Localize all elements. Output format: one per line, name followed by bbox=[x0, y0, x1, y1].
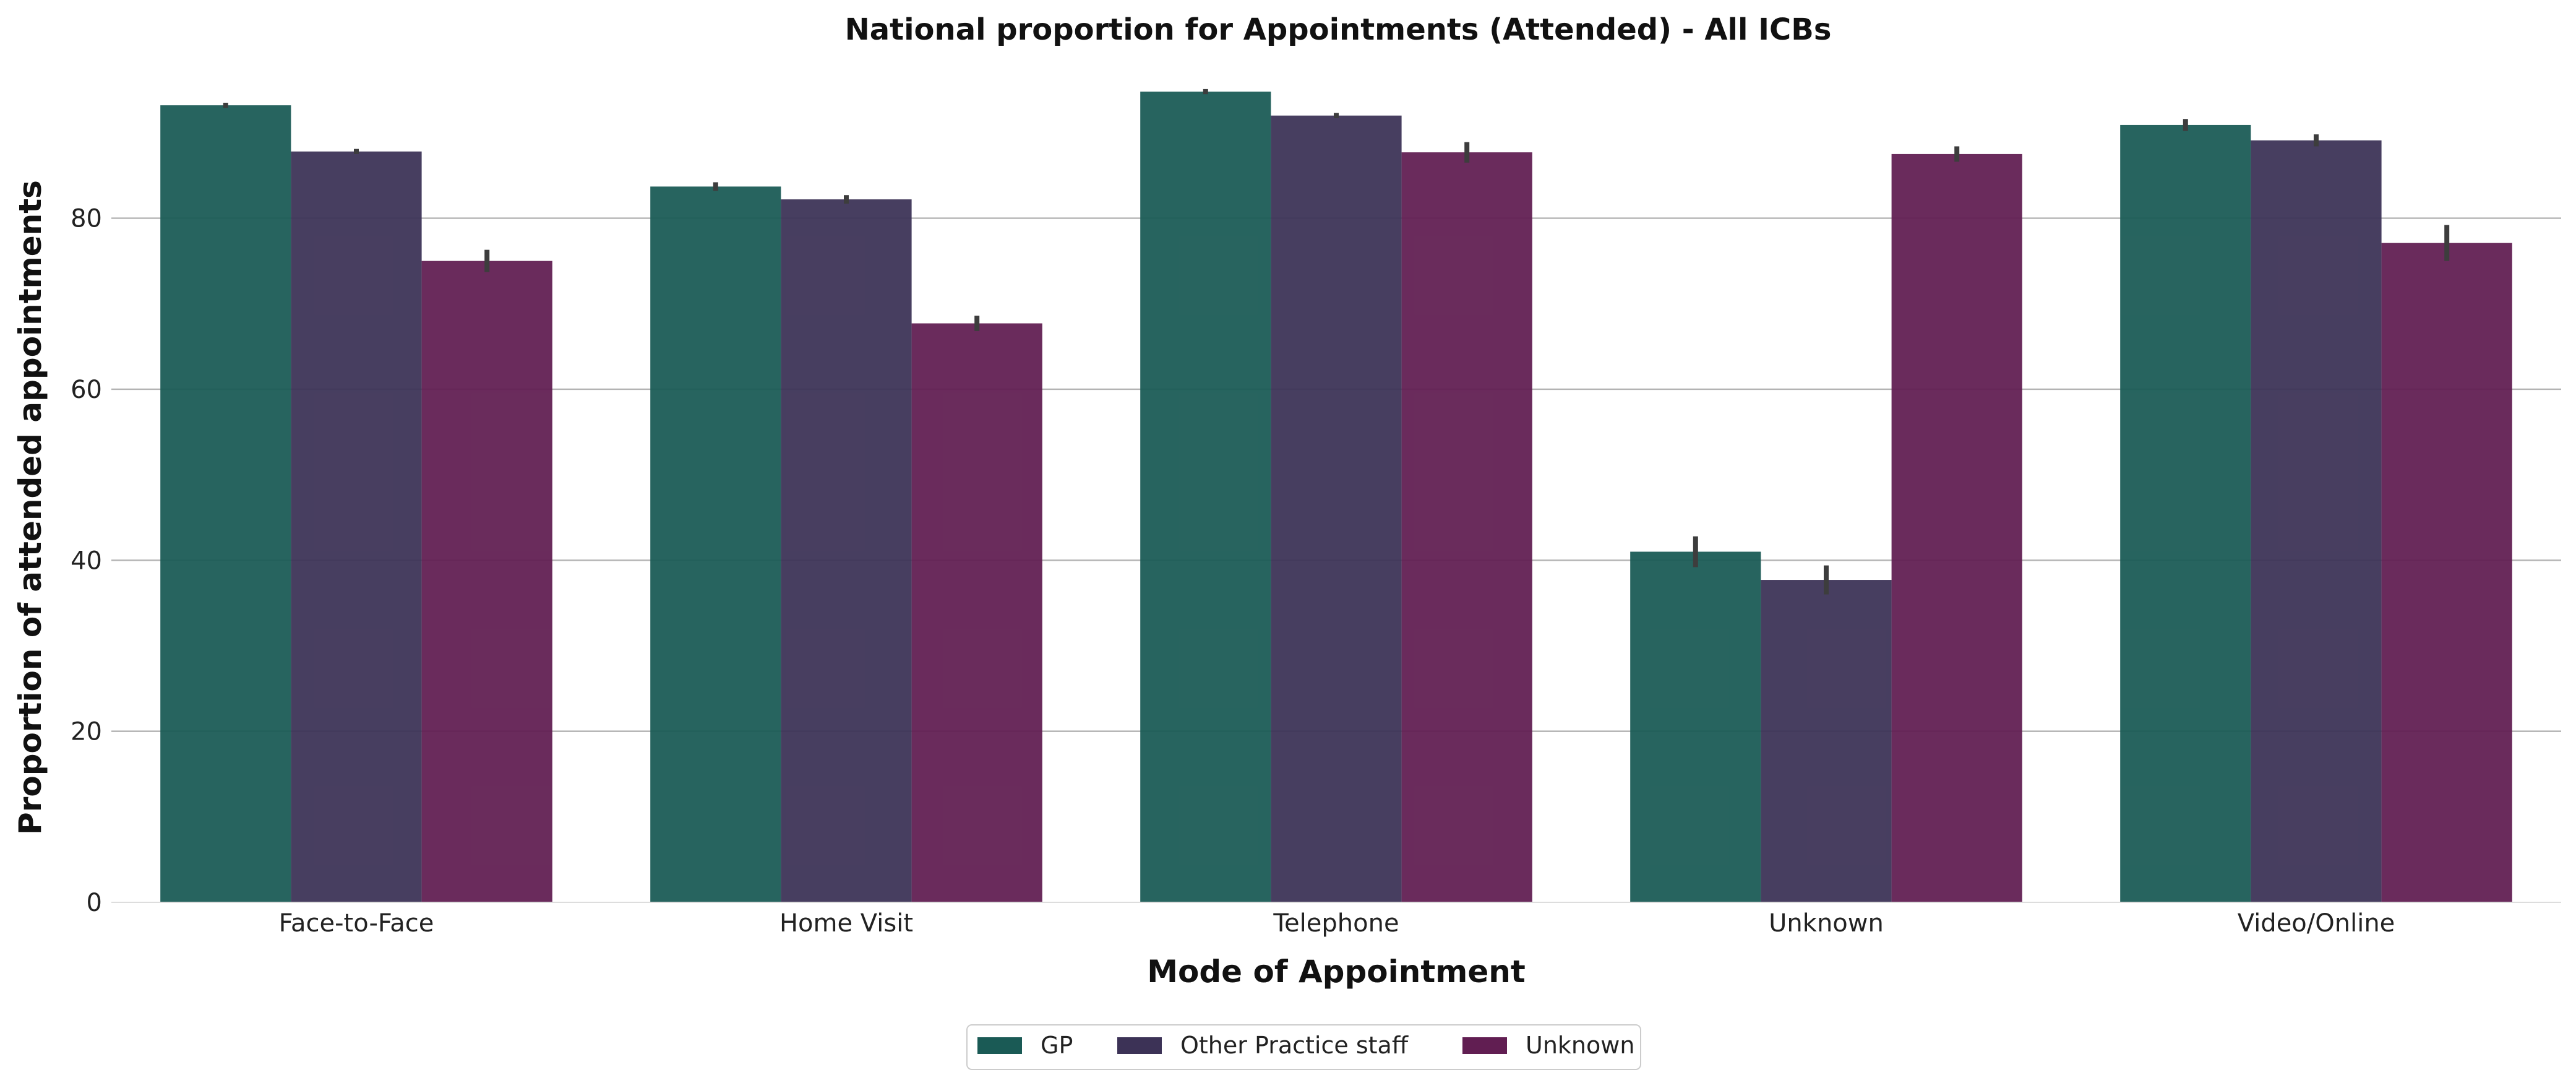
legend-frame bbox=[966, 1024, 1641, 1070]
bar bbox=[1140, 92, 1271, 902]
legend-swatch bbox=[1462, 1037, 1507, 1054]
legend-label: Unknown bbox=[1526, 1032, 1634, 1059]
bar bbox=[160, 105, 291, 902]
bar bbox=[2381, 243, 2512, 903]
bar bbox=[2251, 140, 2382, 902]
legend-label: Other Practice staff bbox=[1180, 1032, 1409, 1059]
x-tick-label: Face-to-Face bbox=[279, 909, 434, 938]
legend-items: GP Other Practice staff Unknown bbox=[977, 1032, 1634, 1059]
x-tick-label: Telephone bbox=[1273, 909, 1399, 938]
y-axis-ticks: 0 20 40 60 80 bbox=[71, 205, 102, 917]
bar bbox=[650, 186, 781, 902]
x-tick-label: Unknown bbox=[1769, 909, 1884, 938]
bars bbox=[160, 92, 2512, 903]
bar bbox=[911, 323, 1042, 902]
y-tick-label: 0 bbox=[87, 889, 102, 917]
bar bbox=[1630, 551, 1761, 902]
x-tick-label: Home Visit bbox=[779, 909, 913, 938]
bar bbox=[1401, 152, 1532, 902]
bar bbox=[781, 199, 912, 902]
legend-swatch bbox=[1117, 1037, 1162, 1054]
x-axis-label: Mode of Appointment bbox=[1147, 954, 1526, 990]
y-tick-label: 40 bbox=[71, 546, 102, 575]
bar bbox=[2120, 124, 2251, 903]
y-tick-label: 20 bbox=[71, 718, 102, 746]
error-bars bbox=[223, 89, 2450, 595]
legend-swatch bbox=[977, 1037, 1022, 1054]
chart-title: National proportion for Appointments (At… bbox=[845, 12, 1832, 47]
y-tick-label: 60 bbox=[71, 376, 102, 404]
legend-label: GP bbox=[1041, 1032, 1073, 1059]
bar bbox=[1761, 580, 1892, 902]
legend: GP Other Practice staff Unknown bbox=[966, 1024, 1641, 1070]
x-tick-label: Video/Online bbox=[2238, 909, 2395, 938]
bar bbox=[1271, 115, 1402, 902]
bar bbox=[1891, 153, 2022, 903]
x-axis-ticks: Face-to-Face Home Visit Telephone Unknown Vi… bbox=[279, 909, 2395, 938]
y-axis-label: Proportion of attended appointments bbox=[12, 180, 48, 835]
bar bbox=[421, 261, 552, 902]
y-tick-label: 80 bbox=[71, 205, 102, 233]
bar bbox=[291, 151, 422, 902]
